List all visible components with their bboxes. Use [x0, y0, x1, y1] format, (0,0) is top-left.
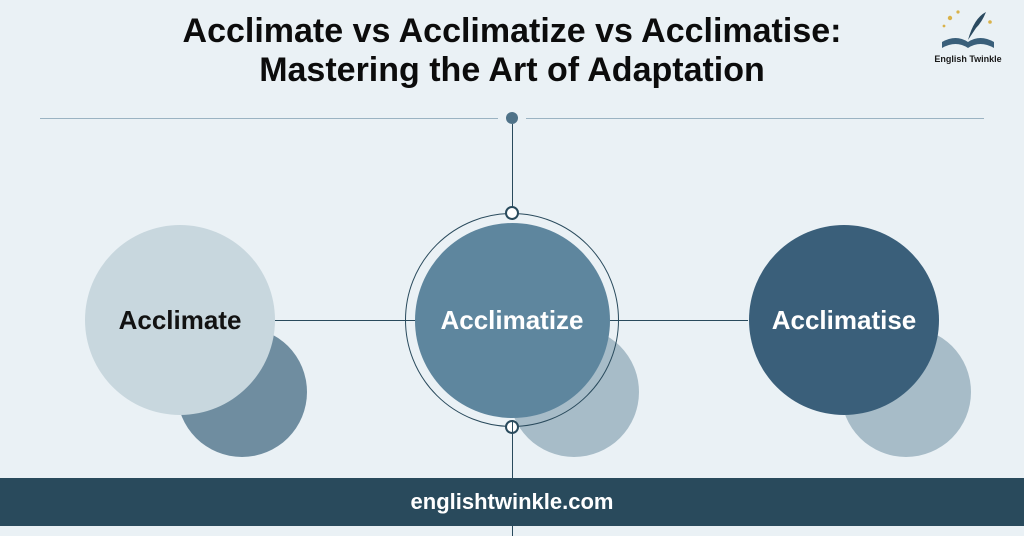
- footer-bar: englishtwinkle.com: [0, 478, 1024, 526]
- circle-left: Acclimate: [85, 225, 275, 415]
- title-line-1: Acclimate vs Acclimatize vs Acclimatise:: [62, 12, 962, 51]
- connector-horizontal-right: [609, 320, 748, 321]
- brand-logo-caption: English Twinkle: [928, 54, 1008, 64]
- book-feather-icon: [938, 8, 998, 52]
- circle-center: Acclimatize: [415, 223, 610, 418]
- title-divider-dot: [506, 112, 518, 124]
- connector-horizontal-left: [275, 320, 415, 321]
- brand-logo: English Twinkle: [928, 8, 1008, 64]
- circle-center-label: Acclimatize: [440, 305, 583, 336]
- title-divider-left: [40, 118, 498, 119]
- title-divider-right: [526, 118, 984, 119]
- ring-node-top: [505, 206, 519, 220]
- circle-right: Acclimatise: [749, 225, 939, 415]
- circle-right-label: Acclimatise: [772, 305, 917, 336]
- infographic-canvas: Acclimate vs Acclimatize vs Acclimatise:…: [0, 0, 1024, 536]
- footer-url: englishtwinkle.com: [411, 489, 614, 515]
- page-title: Acclimate vs Acclimatize vs Acclimatise:…: [62, 12, 962, 90]
- circle-left-label: Acclimate: [119, 305, 242, 336]
- title-line-2: Mastering the Art of Adaptation: [62, 51, 962, 90]
